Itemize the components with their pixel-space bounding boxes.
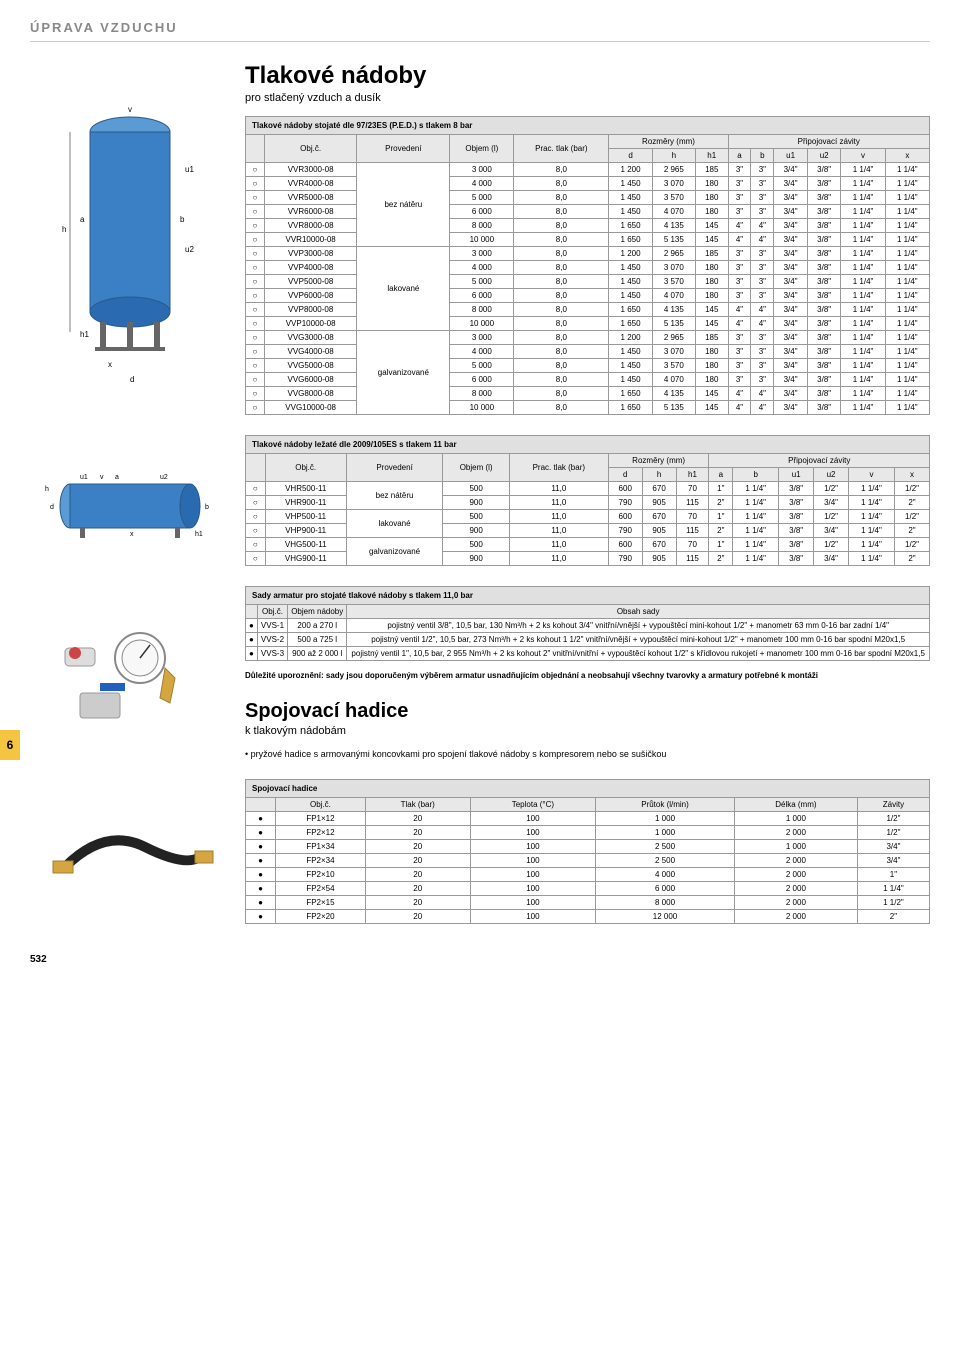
- table-row: ●VVS-1200 a 270 lpojistný ventil 3/8", 1…: [246, 619, 930, 633]
- svg-text:h: h: [45, 486, 49, 493]
- svg-text:h1: h1: [80, 330, 89, 339]
- table-row: ●FP2×202010012 0002 0002": [246, 910, 930, 924]
- svg-text:v: v: [128, 105, 132, 114]
- svg-text:u2: u2: [160, 474, 168, 481]
- table-row: ○VVR8000-088 0008,01 6504 1351454"4"3/4"…: [246, 219, 930, 233]
- table-row: ○VVR6000-086 0008,01 4504 0701803"3"3/4"…: [246, 205, 930, 219]
- table-row: ○VVP10000-0810 0008,01 6505 1351454"4"3/…: [246, 317, 930, 331]
- table-row: ○VHG500-11galvanizované50011,0600670701"…: [246, 538, 930, 552]
- table-row: ○VHR500-11bez nátěru50011,0600670701"1 1…: [246, 482, 930, 496]
- svg-text:v: v: [100, 474, 104, 481]
- table-2: Tlakové nádoby ležaté dle 2009/105ES s t…: [245, 435, 930, 566]
- svg-text:a: a: [80, 215, 85, 224]
- table-row: ○VVR10000-0810 0008,01 6505 1351454"4"3/…: [246, 233, 930, 247]
- page-tab: 6: [0, 730, 20, 760]
- table-row: ●VVS-2500 a 725 lpojistný ventil 1/2", 1…: [246, 633, 930, 647]
- svg-text:a: a: [115, 474, 119, 481]
- svg-text:b: b: [180, 215, 185, 224]
- hose-image: [45, 817, 215, 897]
- tank-diagram-horizontal: u1 v a u2 d b x h1 h: [40, 471, 220, 541]
- table-row: ○VVG5000-085 0008,01 4503 5701803"3"3/4"…: [246, 359, 930, 373]
- fittings-image: [50, 623, 210, 733]
- table-1: Tlakové nádoby stojaté dle 97/23ES (P.E.…: [245, 116, 930, 415]
- svg-text:u1: u1: [185, 165, 194, 174]
- table-3: Sady armatur pro stojaté tlakové nádoby …: [245, 586, 930, 661]
- table-row: ○VVR5000-085 0008,01 4503 5701803"3"3/4"…: [246, 191, 930, 205]
- page-number: 532: [30, 954, 930, 965]
- table-row: ●FP2×10201004 0002 0001": [246, 868, 930, 882]
- svg-text:u2: u2: [185, 245, 194, 254]
- table-row: ○VVG10000-0810 0008,01 6505 1351454"4"3/…: [246, 401, 930, 415]
- table-row: ●VVS-3900 až 2 000 lpojistný ventil 1", …: [246, 647, 930, 661]
- svg-text:d: d: [50, 504, 54, 511]
- svg-text:x: x: [108, 360, 112, 369]
- svg-text:x: x: [130, 531, 134, 538]
- table-row: ○VVG3000-08galvanizované3 0008,01 2002 9…: [246, 331, 930, 345]
- svg-text:d: d: [130, 375, 134, 384]
- table-row: ○VHP500-11lakované50011,0600670701"1 1/4…: [246, 510, 930, 524]
- table-row: ○VVG6000-086 0008,01 4504 0701803"3"3/4"…: [246, 373, 930, 387]
- table-row: ●FP2×54201006 0002 0001 1/4": [246, 882, 930, 896]
- table-row: ●FP2×15201008 0002 0001 1/2": [246, 896, 930, 910]
- section-header: ÚPRAVA VZDUCHU: [30, 20, 930, 42]
- table-row: ○VVP6000-086 0008,01 4504 0701803"3"3/4"…: [246, 289, 930, 303]
- title-2: Spojovací hadice: [245, 700, 930, 723]
- table-row: ○VVP8000-088 0008,01 6504 1351454"4"3/4"…: [246, 303, 930, 317]
- svg-text:u1: u1: [80, 474, 88, 481]
- svg-text:h1: h1: [195, 531, 203, 538]
- table-row: ○VVP4000-084 0008,01 4503 0701803"3"3/4"…: [246, 261, 930, 275]
- table-4: Spojovací hadice Obj.č.Tlak (bar)Teplota…: [245, 779, 930, 924]
- svg-text:b: b: [205, 504, 209, 511]
- table-row: ○VVP5000-085 0008,01 4503 5701803"3"3/4"…: [246, 275, 930, 289]
- subtitle-1: pro stlačený vzduch a dusík: [245, 92, 930, 104]
- table-row: ●FP2×12201001 0002 0001/2": [246, 826, 930, 840]
- table-row: ○VVP3000-08lakované3 0008,01 2002 965185…: [246, 247, 930, 261]
- bullet-2: • pryžové hadice s armovanými koncovkami…: [245, 749, 930, 759]
- svg-text:h: h: [62, 225, 66, 234]
- table-row: ●FP2×34201002 5002 0003/4": [246, 854, 930, 868]
- table-row: ●FP1×12201001 0001 0001/2": [246, 812, 930, 826]
- subtitle-2: k tlakovým nádobám: [245, 725, 930, 737]
- table-row: ○VVR4000-084 0008,01 4503 0701803"3"3/4"…: [246, 177, 930, 191]
- table-row: ○VVG4000-084 0008,01 4503 0701803"3"3/4"…: [246, 345, 930, 359]
- title-1: Tlakové nádoby: [245, 62, 930, 90]
- table-row: ●FP1×34201002 5001 0003/4": [246, 840, 930, 854]
- table-row: ○VVG8000-088 0008,01 6504 1351454"4"3/4"…: [246, 387, 930, 401]
- tank-diagram-vertical: h v a b u1 u2 x d h1: [50, 72, 210, 392]
- note-3: Důležité uporoznění: sady jsou doporučen…: [245, 671, 930, 680]
- table-row: ○VVR3000-08bez nátěru3 0008,01 2002 9651…: [246, 163, 930, 177]
